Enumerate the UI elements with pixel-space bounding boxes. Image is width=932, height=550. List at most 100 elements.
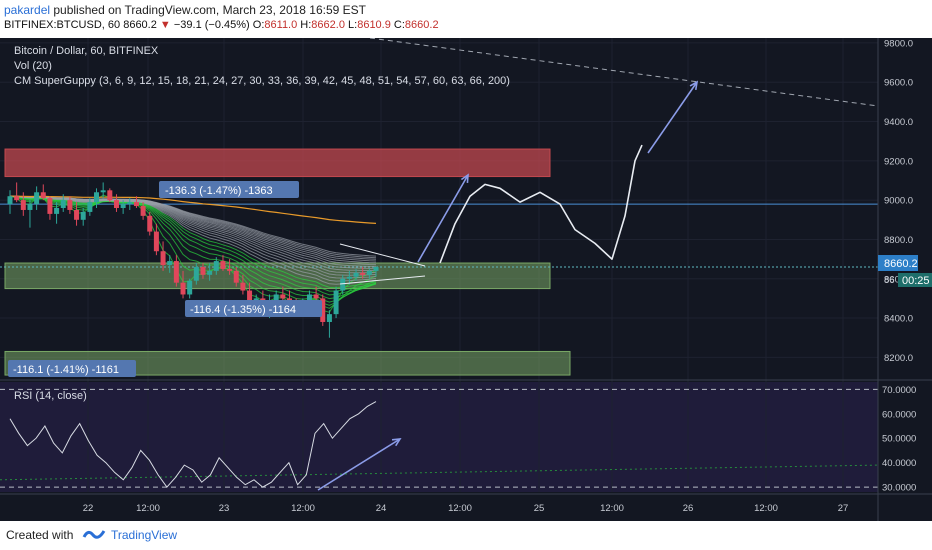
candle-body <box>153 231 159 252</box>
countdown-badge <box>898 273 932 287</box>
candle-body <box>54 208 60 214</box>
measure-box-1[interactable] <box>159 181 299 198</box>
resistance-zone <box>4 148 551 178</box>
candle-body <box>273 294 279 301</box>
candle-body <box>207 270 213 275</box>
candle-body <box>366 270 372 275</box>
zones <box>0 148 878 376</box>
candle-body <box>47 198 53 214</box>
arrow-up <box>647 81 698 154</box>
chart-area[interactable]: 9800.0 9600.0 9400.0 9200.0 9000.0 8800.0 86 00… <box>0 38 932 521</box>
candle-body <box>167 261 173 265</box>
time-tick-label: 24 <box>376 503 387 514</box>
change-value: −39.1 (−0.45%) <box>173 19 250 31</box>
measure-label-3: -116.1 (-1.41%) -1161 <box>13 364 119 376</box>
candle-body <box>373 266 379 271</box>
header: pakardel published on TradingView.com, M… <box>0 0 932 38</box>
close-value: 8660.2 <box>404 19 439 31</box>
candle-body <box>306 294 312 303</box>
legend-title: Bitcoin / Dollar, 60, BITFINEX <box>14 45 159 57</box>
high-value: 8662.0 <box>311 19 345 31</box>
ema-200-line <box>10 195 377 224</box>
candle-body <box>7 196 13 205</box>
tradingview-logo-icon <box>82 530 106 539</box>
candle-body <box>333 290 339 315</box>
rsi-tick-label: 50.0000 <box>882 434 916 445</box>
time-tick-label: 12:00 <box>754 503 778 514</box>
rsi-tick-label: 40.0000 <box>882 458 916 469</box>
candle-body <box>27 204 33 210</box>
ohlc-line: BITFINEX:BTCUSD, 60 8660.2 ▼ −39.1 (−0.4… <box>4 19 439 31</box>
price-tick-label: 9200.0 <box>884 156 913 167</box>
time-tick-label: 23 <box>219 503 230 514</box>
time-tick-label: 12:00 <box>136 503 160 514</box>
candle-body <box>14 196 20 201</box>
last-price: 8660.2 <box>123 19 157 31</box>
candle-body <box>34 192 40 205</box>
candle-body <box>187 280 193 295</box>
author-link[interactable]: pakardel <box>4 3 51 17</box>
candle-body <box>113 200 119 208</box>
close-label: C: <box>393 19 405 31</box>
candle-body <box>240 282 246 291</box>
legend-guppy: CM SuperGuppy (3, 6, 9, 12, 15, 18, 21, … <box>14 75 510 87</box>
arrow-up <box>417 174 469 263</box>
trend-line <box>339 243 426 267</box>
candle-body <box>87 202 93 212</box>
time-tick-label: 27 <box>838 503 849 514</box>
candle-body <box>94 192 100 203</box>
candle-body <box>160 251 166 265</box>
rsi-tick-label: 30.0000 <box>882 483 916 494</box>
price-tick-label: 9600.0 <box>884 78 913 89</box>
rsi-line <box>9 401 377 488</box>
candle-body <box>227 268 233 271</box>
candle-body <box>320 298 326 322</box>
open-value: 8611.0 <box>264 19 298 31</box>
tradingview-brand-link[interactable]: TradingView <box>111 528 178 542</box>
rsi-tick-label: 60.0000 <box>882 409 916 420</box>
low-label: L: <box>348 19 358 31</box>
measure-box-3[interactable] <box>8 360 136 377</box>
publish-text: published on TradingView.com, March 23, … <box>50 3 367 17</box>
candle-body <box>313 294 319 299</box>
legend-volume: Vol (20) <box>14 60 52 72</box>
price-tick-label: 8800.0 <box>884 235 913 246</box>
price-side-label: 86 <box>884 275 895 286</box>
candle-body <box>360 272 366 275</box>
candle-body <box>280 294 286 299</box>
candle-body <box>326 314 332 322</box>
measure-box-2[interactable] <box>185 300 322 317</box>
open-label: O: <box>252 19 265 31</box>
rsi-pane <box>0 388 879 488</box>
down-triangle-icon: ▼ <box>159 19 171 31</box>
last-price-badge-value: 8660.2 <box>884 258 918 270</box>
price-tick-label: 8400.0 <box>884 314 913 325</box>
trend-line <box>339 275 426 285</box>
price-tick-label: 8200.0 <box>884 353 913 364</box>
candle-body <box>346 276 352 279</box>
last-price-badge <box>878 255 918 271</box>
candle-body <box>120 204 126 208</box>
candle-body <box>147 215 153 232</box>
legend-rsi: RSI (14, close) <box>14 390 87 402</box>
candle-body <box>173 261 179 283</box>
price-tick-label: 9000.0 <box>884 196 913 207</box>
candle-body <box>140 206 146 216</box>
dashed-trend-line <box>369 38 879 107</box>
candle-body <box>340 278 346 291</box>
candle-body <box>107 190 113 201</box>
guppy-ema-line <box>9 195 377 257</box>
time-tick-label: 25 <box>534 503 545 514</box>
arrow-up-head <box>460 173 469 184</box>
time-tick-label: 12:00 <box>291 503 315 514</box>
candle-body <box>67 200 73 210</box>
arrow-up-head <box>391 438 402 447</box>
symbol-label: BITFINEX:BTCUSD, 60 <box>4 19 121 31</box>
publish-line: pakardel published on TradingView.com, M… <box>4 3 366 17</box>
time-tick-label: 22 <box>83 503 94 514</box>
arrow-up-head <box>689 80 699 91</box>
candle-body <box>247 290 253 307</box>
created-with-label: Created with <box>6 528 74 542</box>
projection-path <box>439 144 643 264</box>
rsi-pane-background <box>0 382 878 492</box>
